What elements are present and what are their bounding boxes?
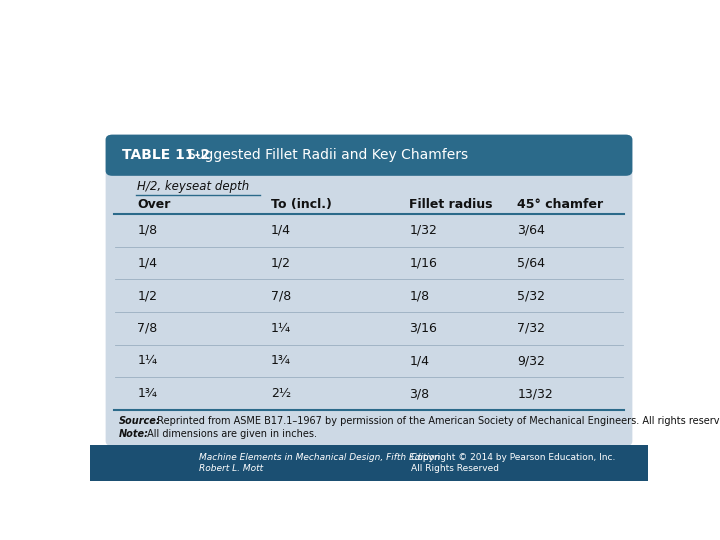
Text: 1/2: 1/2 — [138, 289, 157, 302]
Text: 1/2: 1/2 — [271, 256, 291, 269]
Text: 1/8: 1/8 — [138, 224, 158, 237]
FancyBboxPatch shape — [106, 134, 632, 176]
Text: 13/32: 13/32 — [517, 387, 553, 400]
FancyBboxPatch shape — [106, 134, 632, 446]
Text: 1¾: 1¾ — [271, 354, 291, 367]
Text: Source:: Source: — [119, 416, 161, 426]
Text: 1/8: 1/8 — [410, 289, 430, 302]
Text: Reprinted from ASME B17.1–1967 by permission of the American Society of Mechanic: Reprinted from ASME B17.1–1967 by permis… — [153, 416, 720, 426]
Text: 1/4: 1/4 — [410, 354, 429, 367]
Text: 5/64: 5/64 — [517, 256, 545, 269]
Text: 3/16: 3/16 — [410, 322, 437, 335]
Text: 5/32: 5/32 — [517, 289, 545, 302]
Text: To (incl.): To (incl.) — [271, 198, 332, 212]
Text: 1¼: 1¼ — [138, 354, 158, 367]
Text: Robert L. Mott: Robert L. Mott — [199, 464, 263, 473]
Text: 3/8: 3/8 — [410, 387, 430, 400]
Text: Fillet radius: Fillet radius — [410, 198, 493, 212]
Text: Note:: Note: — [119, 429, 149, 439]
Text: TABLE 11-2: TABLE 11-2 — [122, 148, 210, 162]
Text: 2½: 2½ — [271, 387, 291, 400]
Text: Copyright © 2014 by Pearson Education, Inc.: Copyright © 2014 by Pearson Education, I… — [411, 454, 615, 462]
Text: 7/8: 7/8 — [138, 322, 158, 335]
Text: All Rights Reserved: All Rights Reserved — [411, 464, 499, 473]
Text: 1/32: 1/32 — [410, 224, 437, 237]
Text: Machine Elements in Mechanical Design, Fifth Edition: Machine Elements in Mechanical Design, F… — [199, 454, 440, 462]
Bar — [112, 157, 626, 171]
Text: 7/32: 7/32 — [517, 322, 545, 335]
Text: 1/4: 1/4 — [271, 224, 291, 237]
Text: Suggested Fillet Radii and Key Chamfers: Suggested Fillet Radii and Key Chamfers — [186, 148, 468, 162]
Text: H/2, keyseat depth: H/2, keyseat depth — [138, 180, 250, 193]
Text: All dimensions are given in inches.: All dimensions are given in inches. — [144, 429, 317, 439]
Text: 1¼: 1¼ — [271, 322, 291, 335]
Text: 7/8: 7/8 — [271, 289, 291, 302]
Text: 3/64: 3/64 — [517, 224, 545, 237]
Text: 9/32: 9/32 — [517, 354, 545, 367]
Text: 1/16: 1/16 — [410, 256, 437, 269]
Bar — [90, 446, 648, 481]
Text: 1¾: 1¾ — [138, 387, 157, 400]
Text: Over: Over — [138, 198, 171, 212]
Text: 1/4: 1/4 — [138, 256, 157, 269]
Text: 45° chamfer: 45° chamfer — [517, 198, 603, 212]
